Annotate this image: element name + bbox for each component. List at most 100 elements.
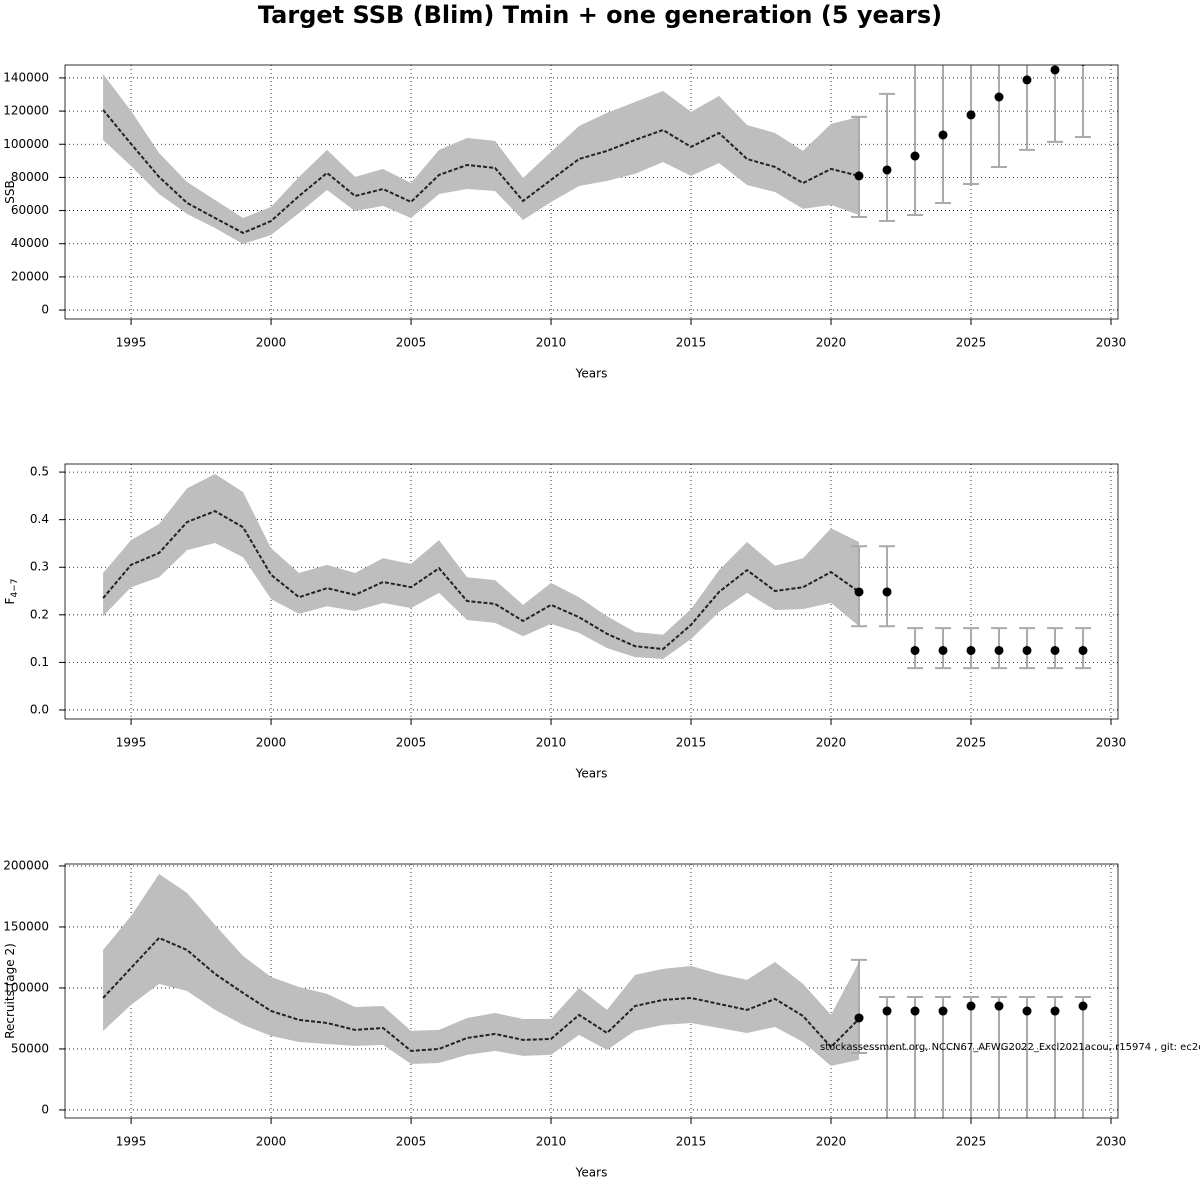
x-tick-label: 2000 (256, 336, 287, 350)
y-axis-label-sub: 4−7 (10, 579, 20, 598)
x-tick-label: 2025 (956, 336, 987, 350)
forecast-point (1080, 65, 1086, 66)
estimate-line (102, 109, 860, 235)
forecast-point (1050, 65, 1060, 75)
forecast-point (938, 1006, 948, 1016)
x-tick-label: 2025 (956, 1135, 987, 1149)
forecast-point (910, 151, 920, 161)
forecast-point (994, 92, 1004, 102)
forecast-point (1022, 75, 1032, 85)
y-tick-label: 100000 (3, 980, 49, 994)
x-tick-label: 1995 (116, 1135, 147, 1149)
forecast-point (994, 645, 1004, 655)
error-bar (1047, 995, 1064, 1118)
forecast-point (1022, 645, 1032, 655)
error-bar (1019, 65, 1036, 151)
x-tick-label: 2005 (396, 736, 427, 750)
forecast-point (966, 1001, 976, 1011)
y-axis-label-main: F (3, 597, 17, 604)
x-tick-label: 2015 (676, 736, 707, 750)
x-tick-label: 2010 (536, 736, 567, 750)
x-axis-label: Years (575, 767, 608, 781)
error-bar (991, 995, 1008, 1118)
x-tick-label: 2010 (536, 1135, 567, 1149)
error-bar (935, 995, 952, 1118)
y-tick-label: 0.5 (30, 465, 49, 479)
y-tick-label: 40000 (11, 236, 49, 250)
y-tick-label: 0 (41, 1102, 49, 1116)
x-tick-label: 2015 (676, 1135, 707, 1149)
y-tick-label: 60000 (11, 203, 49, 217)
error-bar (1047, 65, 1064, 143)
panel: 1995 2000 2005 2010 2015 2020 2025 2030 0 20000 40… (3, 64, 1127, 381)
y-axis-label: SSB (3, 180, 17, 203)
estimate-line (102, 936, 860, 1052)
error-bar (935, 65, 952, 204)
x-tick-label: 2015 (676, 336, 707, 350)
forecast-point (938, 645, 948, 655)
x-tick-label: 2030 (1096, 336, 1127, 350)
forecast-point (1078, 645, 1088, 655)
forecast-point (882, 587, 892, 597)
x-tick-label: 2005 (396, 1135, 427, 1149)
x-tick-label: 2030 (1096, 736, 1127, 750)
x-axis-label: Years (575, 367, 608, 381)
y-tick-label: 100000 (3, 137, 49, 151)
x-tick-label: 2000 (256, 1135, 287, 1149)
forecast-point (854, 1013, 864, 1023)
y-tick-label: 80000 (11, 170, 49, 184)
forecast-point (966, 645, 976, 655)
forecast-point (1022, 1006, 1032, 1016)
plot-area (102, 65, 1092, 245)
forecast-point (882, 1006, 892, 1016)
forecast-point (854, 171, 864, 181)
footer-note: stockassessment.org, NCCN67_AFWG2022_Exc… (820, 1042, 1200, 1053)
y-tick-label: 0.3 (30, 560, 49, 574)
y-tick-label: 50000 (11, 1041, 49, 1055)
panel: 1995 2000 2005 2010 2015 2020 2025 2030 0.0 0.1 0.… (3, 463, 1127, 781)
y-axis-label: Recruits (age 2) (3, 943, 17, 1039)
y-tick-label: 150000 (3, 919, 49, 933)
forecast-point (910, 1006, 920, 1016)
x-tick-label: 1995 (116, 736, 147, 750)
forecast-point (1078, 1001, 1088, 1011)
error-bar (879, 995, 896, 1118)
y-axis-label-main: Recruits (age 2) (3, 943, 17, 1039)
y-tick-label: 0.4 (30, 512, 49, 526)
x-axis-label: Years (575, 1166, 608, 1180)
error-bar (879, 545, 896, 628)
forecast-point (910, 645, 920, 655)
error-bar (1075, 995, 1092, 1118)
forecast-point (994, 1001, 1004, 1011)
y-tick-label: 200000 (3, 858, 49, 872)
x-tick-label: 2025 (956, 736, 987, 750)
plot-frame (64, 463, 1119, 720)
plot-area (102, 473, 1092, 670)
x-tick-label: 1995 (116, 336, 147, 350)
error-bar (963, 65, 980, 186)
forecast-point (938, 130, 948, 140)
error-bar (907, 65, 924, 217)
estimate-line (102, 509, 860, 651)
confidence-band (103, 473, 860, 660)
error-bar (991, 65, 1008, 168)
error-bar (1075, 65, 1092, 138)
forecast-point (854, 587, 864, 597)
x-tick-label: 2010 (536, 336, 567, 350)
error-bar (1019, 995, 1036, 1118)
error-bar (851, 115, 868, 219)
forecast-point (1050, 645, 1060, 655)
forecast-point (966, 110, 976, 120)
x-tick-label: 2020 (816, 736, 847, 750)
y-tick-label: 20000 (11, 269, 49, 283)
y-tick-label: 120000 (3, 104, 49, 118)
x-tick-label: 2020 (816, 336, 847, 350)
forecast-point (882, 165, 892, 175)
y-tick-label: 0.2 (30, 607, 49, 621)
x-tick-label: 2000 (256, 736, 287, 750)
plot-area (102, 874, 1092, 1118)
error-bar (907, 995, 924, 1118)
figure-title: Target SSB (Blim) Tmin + one generation … (258, 1, 942, 29)
y-tick-label: 0.0 (30, 702, 49, 716)
